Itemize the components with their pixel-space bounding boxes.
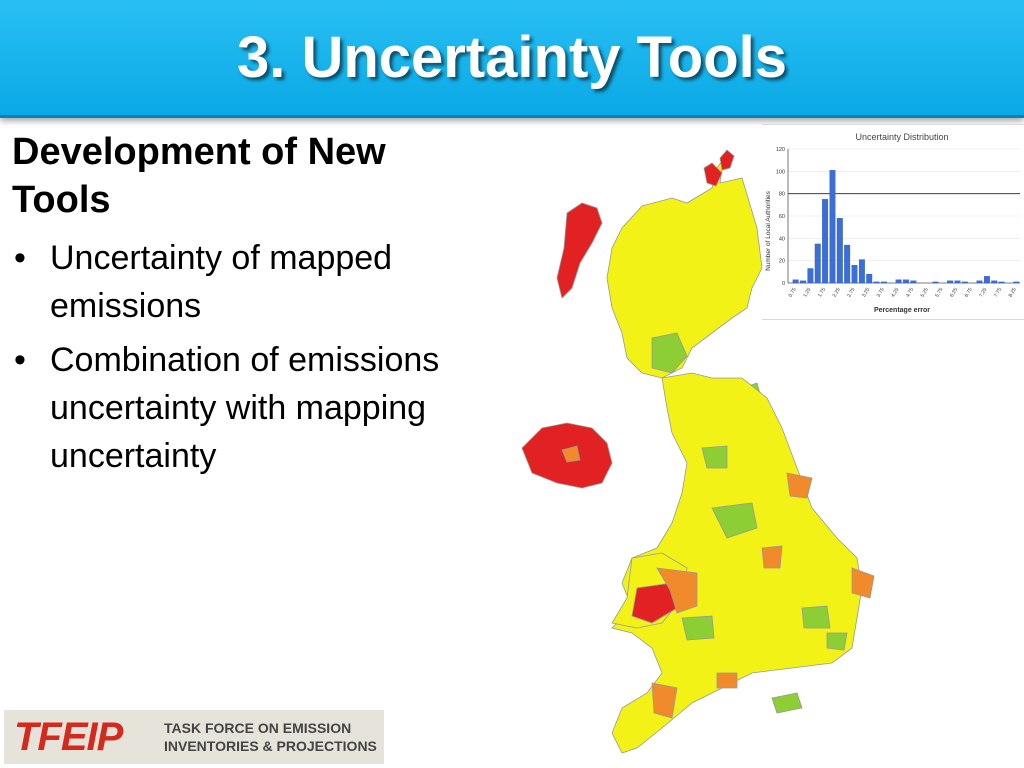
chart-bar (873, 281, 880, 284)
map-region-patch-green (711, 502, 758, 539)
map-region-patch-orange (716, 672, 738, 689)
map-region-patch-orange (786, 472, 813, 499)
map-region-patch-green (701, 445, 728, 469)
map-region-patch-green (801, 605, 831, 629)
map-region-patch-green (771, 692, 803, 714)
chart-x-tick-label: 3.25 (861, 287, 871, 299)
logo-mark: TFEIP (14, 714, 123, 759)
map-region-orkney (703, 162, 723, 187)
chart-y-tick-label: 0 (782, 281, 785, 287)
chart-bar (954, 280, 961, 284)
chart-bar (800, 280, 806, 284)
chart-x-tick-label: 7.25 (978, 287, 988, 299)
chart-bar (961, 281, 968, 284)
logo-text: TASK FORCE ON EMISSION INVENTORIES & PRO… (164, 719, 377, 755)
uncertainty-chart: Uncertainty Distribution Number of Local… (762, 124, 1024, 320)
chart-bar (814, 243, 821, 284)
heading-line-1: Development of New (12, 131, 386, 173)
bullet-text: Combination of emissions uncertainty wit… (50, 341, 440, 475)
chart-bar (910, 280, 917, 284)
chart-y-tick-label: 40 (779, 236, 785, 242)
map-region-patch-green (826, 632, 848, 651)
map-region-patch-orange (851, 567, 875, 599)
chart-x-tick-label: 1.25 (802, 287, 812, 299)
chart-x-tick-label: 1.75 (817, 287, 827, 299)
bullet-item: • Uncertainty of mapped emissions (12, 234, 512, 330)
chart-bar (983, 276, 990, 284)
chart-x-tick-label: 6.75 (964, 287, 974, 299)
map-region-shetland (719, 149, 735, 171)
text-content: Development of New Tools • Uncertainty of… (12, 128, 512, 486)
bullet-dot-icon: • (14, 341, 26, 379)
bullet-dot-icon: • (14, 239, 26, 277)
map-region-patch-orange (651, 682, 678, 719)
chart-bar (858, 259, 865, 284)
chart-bar (932, 281, 939, 284)
map-region-england (611, 372, 863, 754)
slide-title: 3. Uncertainty Tools (236, 25, 788, 90)
chart-y-tick-label: 20 (779, 259, 785, 265)
chart-bar (976, 280, 983, 284)
map-region-ni-orange (561, 445, 581, 463)
map-region-scotland (606, 157, 763, 379)
logo-text-line-2: INVENTORIES & PROJECTIONS (164, 738, 377, 754)
chart-y-tick-label: 100 (776, 169, 785, 175)
map-svg (521, 149, 875, 754)
chart-bar (880, 281, 887, 284)
chart-x-tick-label: 5.25 (920, 287, 930, 299)
chart-title: Uncertainty Distribution (855, 132, 948, 142)
tfeip-logo: TFEIP TASK FORCE ON EMISSION INVENTORIES… (4, 710, 384, 764)
chart-bar (866, 273, 873, 284)
chart-bar (829, 170, 836, 284)
chart-x-tick-label: 5.75 (934, 287, 944, 299)
chart-x-tick-label: 2.75 (846, 287, 856, 299)
chart-bar (792, 279, 799, 284)
logo-text-line-1: TASK FORCE ON EMISSION (164, 720, 352, 736)
chart-plot: 0 20 40 60 80 100 120 0.75 1.25 1.75 2.25 2.75 3.25 3… (776, 147, 1020, 298)
chart-x-tick-label: 2.25 (832, 287, 842, 299)
bullet-list: • Uncertainty of mapped emissions • Combin… (12, 234, 512, 480)
chart-x-tick-label: 3.75 (876, 287, 886, 299)
chart-bar (836, 218, 843, 284)
chart-bar (991, 280, 998, 284)
bullet-item: • Combination of emissions uncertainty wi… (12, 336, 512, 480)
chart-bar (851, 264, 858, 284)
title-bar: 3. Uncertainty Tools (0, 0, 1024, 118)
chart-y-tick-label: 60 (779, 214, 785, 220)
chart-bar (895, 279, 902, 284)
chart-x-tick-label: 0.75 (788, 287, 798, 299)
chart-bar (947, 280, 954, 284)
chart-bar (807, 268, 814, 284)
chart-bar (822, 199, 829, 284)
chart-x-tick-label: 4.25 (890, 287, 900, 299)
heading: Development of New Tools (12, 128, 512, 224)
bullet-text: Uncertainty of mapped emissions (50, 239, 393, 325)
chart-bar (1013, 281, 1020, 284)
chart-x-tick-label: 6.25 (949, 287, 959, 299)
chart-y-axis-label: Number of Local Authorities (765, 190, 772, 271)
chart-svg: Uncertainty Distribution Number of Local… (765, 132, 1020, 314)
chart-x-axis-label: Percentage error (874, 307, 930, 314)
chart-bar (903, 279, 909, 284)
chart-x-tick-label: 7.75 (993, 287, 1003, 299)
map-region-hebrides (556, 202, 603, 299)
map-region-patch-orange (761, 545, 783, 569)
map-region-scotland-green (651, 332, 688, 374)
map-region-patch-green (681, 615, 715, 641)
chart-bar (998, 281, 1005, 284)
heading-line-2: Tools (12, 179, 111, 221)
map-region-wales-orange (656, 567, 698, 614)
chart-y-tick-label: 80 (779, 192, 785, 198)
chart-x-tick-label: 4.75 (905, 287, 915, 299)
uk-uncertainty-map (512, 128, 932, 763)
chart-bar (844, 244, 851, 284)
chart-y-tick-label: 120 (776, 147, 785, 153)
chart-x-tick-label: 8.25 (1008, 287, 1018, 299)
